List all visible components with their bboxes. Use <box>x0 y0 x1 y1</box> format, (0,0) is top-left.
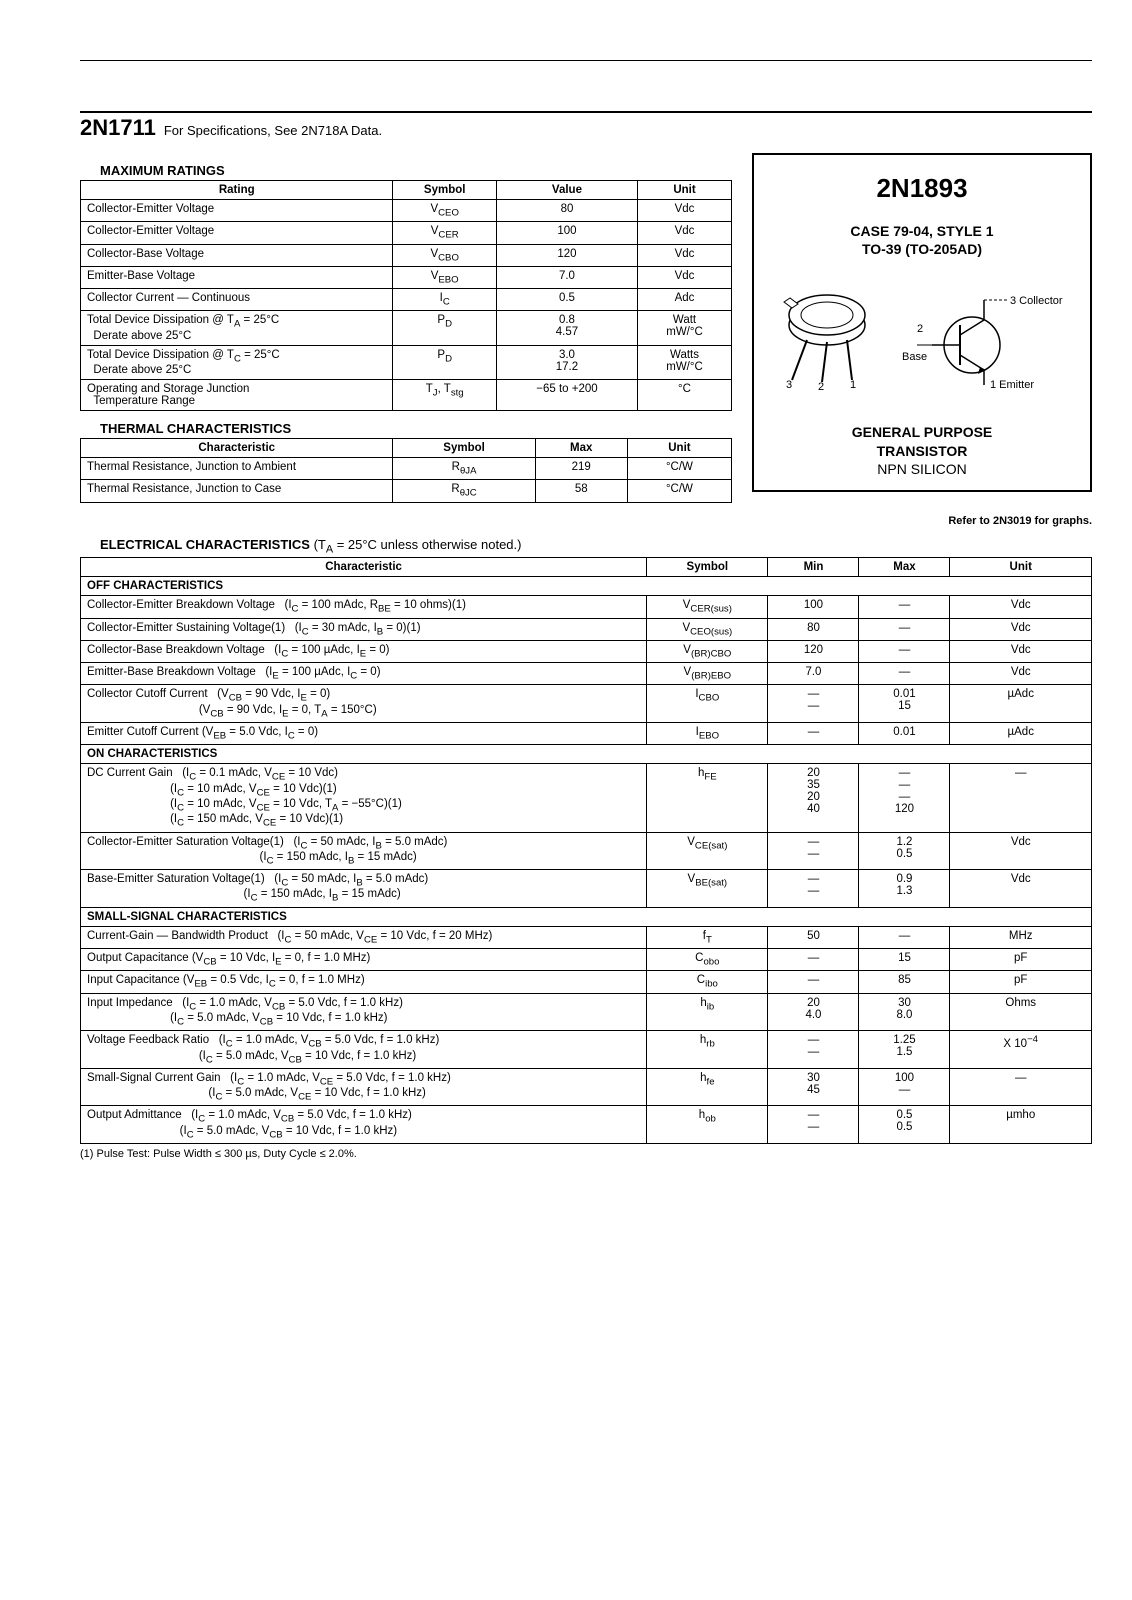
case-style: CASE 79-04, STYLE 1 TO-39 (TO-205AD) <box>766 222 1078 258</box>
svg-text:1: 1 <box>850 379 856 390</box>
max-ratings-title: MAXIMUM RATINGS <box>100 163 732 178</box>
gp-line-1: GENERAL PURPOSE <box>766 423 1078 441</box>
pulse-test-footnote: (1) Pulse Test: Pulse Width ≤ 300 µs, Du… <box>80 1148 1092 1160</box>
elec-title-text: ELECTRICAL CHARACTERISTICS <box>100 537 310 552</box>
svg-text:2: 2 <box>917 323 923 335</box>
thermal-table: CharacteristicSymbolMaxUnitThermal Resis… <box>80 438 732 503</box>
gp-line-2: TRANSISTOR <box>766 442 1078 460</box>
part-header: 2N1711 For Specifications, See 2N718A Da… <box>80 115 1092 141</box>
case-line-2: TO-39 (TO-205AD) <box>766 240 1078 258</box>
pin-emitter-label: 1 Emitter <box>990 379 1034 390</box>
case-line-1: CASE 79-04, STYLE 1 <box>766 222 1078 240</box>
package-diagram: 3 2 1 3 Collector 2 Base 1 Emitter <box>766 270 1078 393</box>
device-summary-box: 2N1893 CASE 79-04, STYLE 1 TO-39 (TO-205… <box>752 153 1092 492</box>
thermal-title: THERMAL CHARACTERISTICS <box>100 421 732 436</box>
electrical-characteristics-table: CharacteristicSymbolMinMaxUnitOFF CHARAC… <box>80 557 1092 1144</box>
refer-note: Refer to 2N3019 for graphs. <box>80 515 1092 527</box>
max-ratings-table: RatingSymbolValueUnitCollector-Emitter V… <box>80 180 732 411</box>
part-note: For Specifications, See 2N718A Data. <box>164 123 382 138</box>
gp-line-3: NPN SILICON <box>766 460 1078 478</box>
pin-base-label: Base <box>902 351 927 363</box>
elec-conditions: (TA = 25°C unless otherwise noted.) <box>314 537 522 552</box>
part-rule <box>80 111 1092 113</box>
summary-part-number: 2N1893 <box>766 173 1078 204</box>
elec-title: ELECTRICAL CHARACTERISTICS (TA = 25°C un… <box>100 537 1092 556</box>
page-divider <box>80 60 1092 61</box>
pin-collector-label: 3 Collector <box>1010 295 1063 307</box>
svg-text:3: 3 <box>786 379 792 390</box>
svg-text:2: 2 <box>818 381 824 390</box>
part-number: 2N1711 <box>80 115 156 141</box>
general-purpose-block: GENERAL PURPOSE TRANSISTOR NPN SILICON <box>766 423 1078 478</box>
